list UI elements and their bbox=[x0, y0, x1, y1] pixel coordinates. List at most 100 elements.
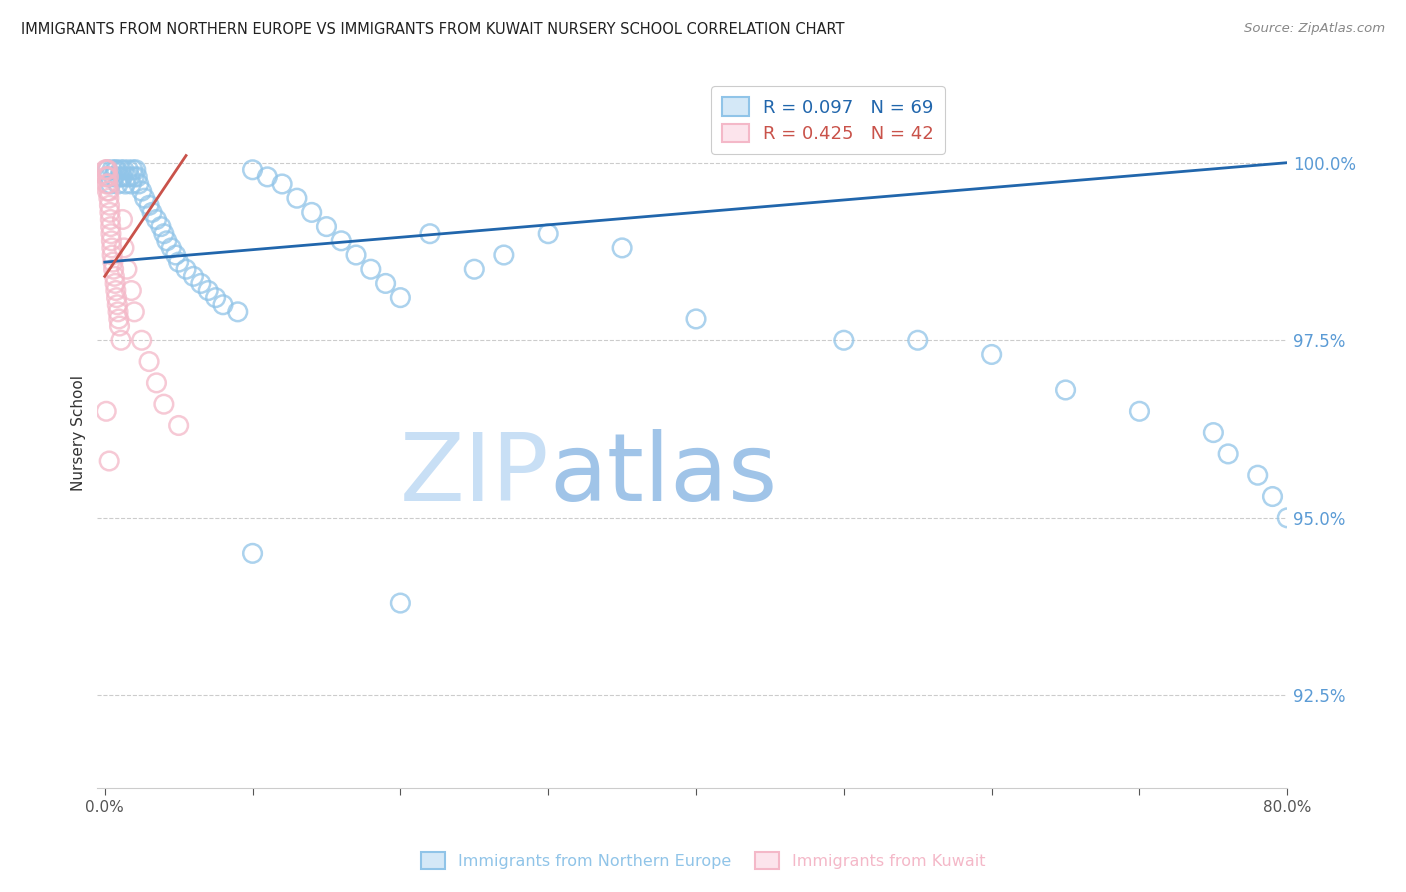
Point bbox=[1218, 447, 1240, 461]
Point bbox=[105, 162, 128, 177]
Point bbox=[120, 177, 142, 191]
Point bbox=[145, 376, 167, 390]
Point bbox=[197, 284, 219, 298]
Point bbox=[131, 333, 153, 347]
Point bbox=[98, 169, 121, 184]
Point bbox=[360, 262, 382, 277]
Point bbox=[97, 177, 120, 191]
Point bbox=[112, 241, 135, 255]
Point bbox=[374, 277, 396, 291]
Point bbox=[145, 212, 167, 227]
Point bbox=[131, 184, 153, 198]
Point bbox=[104, 284, 127, 298]
Point bbox=[104, 277, 127, 291]
Point bbox=[112, 162, 135, 177]
Point bbox=[610, 241, 633, 255]
Point bbox=[685, 312, 707, 326]
Point bbox=[242, 546, 264, 560]
Point bbox=[118, 169, 141, 184]
Point bbox=[96, 184, 118, 198]
Point bbox=[492, 248, 515, 262]
Point bbox=[1054, 383, 1077, 397]
Point bbox=[96, 404, 118, 418]
Point bbox=[98, 198, 121, 212]
Point bbox=[204, 291, 226, 305]
Point bbox=[103, 269, 125, 284]
Point bbox=[105, 291, 128, 305]
Point bbox=[100, 234, 122, 248]
Point bbox=[301, 205, 323, 219]
Point bbox=[344, 248, 367, 262]
Point bbox=[117, 162, 139, 177]
Point bbox=[108, 319, 131, 334]
Text: IMMIGRANTS FROM NORTHERN EUROPE VS IMMIGRANTS FROM KUWAIT NURSERY SCHOOL CORRELA: IMMIGRANTS FROM NORTHERN EUROPE VS IMMIG… bbox=[21, 22, 845, 37]
Point bbox=[419, 227, 441, 241]
Point bbox=[115, 262, 138, 277]
Point bbox=[98, 184, 121, 198]
Point bbox=[141, 205, 163, 219]
Point bbox=[127, 169, 149, 184]
Point bbox=[114, 177, 136, 191]
Point bbox=[124, 169, 146, 184]
Point bbox=[226, 305, 249, 319]
Point bbox=[242, 162, 264, 177]
Point bbox=[165, 248, 187, 262]
Point bbox=[96, 169, 118, 184]
Point bbox=[101, 248, 124, 262]
Y-axis label: Nursery School: Nursery School bbox=[72, 375, 86, 491]
Point bbox=[100, 177, 122, 191]
Point bbox=[537, 227, 560, 241]
Point bbox=[111, 169, 134, 184]
Point bbox=[128, 177, 150, 191]
Point bbox=[107, 177, 129, 191]
Point bbox=[110, 333, 132, 347]
Point bbox=[98, 205, 121, 219]
Point bbox=[212, 298, 235, 312]
Point bbox=[156, 234, 179, 248]
Point bbox=[149, 219, 172, 234]
Point bbox=[389, 291, 412, 305]
Point bbox=[110, 162, 132, 177]
Point bbox=[100, 219, 122, 234]
Point bbox=[104, 162, 127, 177]
Point bbox=[103, 169, 125, 184]
Point bbox=[153, 397, 176, 411]
Point bbox=[330, 234, 353, 248]
Point bbox=[389, 596, 412, 610]
Point bbox=[101, 162, 124, 177]
Point bbox=[120, 284, 142, 298]
Point bbox=[907, 333, 929, 347]
Point bbox=[98, 454, 121, 468]
Point bbox=[1261, 490, 1284, 504]
Point bbox=[1247, 468, 1270, 483]
Point bbox=[121, 162, 143, 177]
Point bbox=[463, 262, 485, 277]
Point bbox=[153, 227, 176, 241]
Point bbox=[1202, 425, 1225, 440]
Text: Source: ZipAtlas.com: Source: ZipAtlas.com bbox=[1244, 22, 1385, 36]
Point bbox=[97, 169, 120, 184]
Point bbox=[97, 191, 120, 205]
Point bbox=[138, 354, 160, 368]
Legend: Immigrants from Northern Europe, Immigrants from Kuwait: Immigrants from Northern Europe, Immigra… bbox=[415, 846, 991, 875]
Point bbox=[107, 305, 129, 319]
Point bbox=[97, 162, 120, 177]
Legend: R = 0.097   N = 69, R = 0.425   N = 42: R = 0.097 N = 69, R = 0.425 N = 42 bbox=[711, 87, 945, 154]
Point bbox=[125, 162, 148, 177]
Point bbox=[124, 305, 146, 319]
Point bbox=[167, 418, 190, 433]
Point bbox=[183, 269, 205, 284]
Point bbox=[94, 169, 117, 184]
Point bbox=[980, 347, 1002, 361]
Point bbox=[107, 312, 129, 326]
Point bbox=[98, 212, 121, 227]
Point bbox=[96, 162, 118, 177]
Point bbox=[138, 198, 160, 212]
Point bbox=[108, 169, 131, 184]
Point bbox=[105, 298, 128, 312]
Point bbox=[174, 262, 197, 277]
Point bbox=[134, 191, 156, 205]
Point bbox=[97, 162, 120, 177]
Point bbox=[101, 255, 124, 269]
Point bbox=[285, 191, 308, 205]
